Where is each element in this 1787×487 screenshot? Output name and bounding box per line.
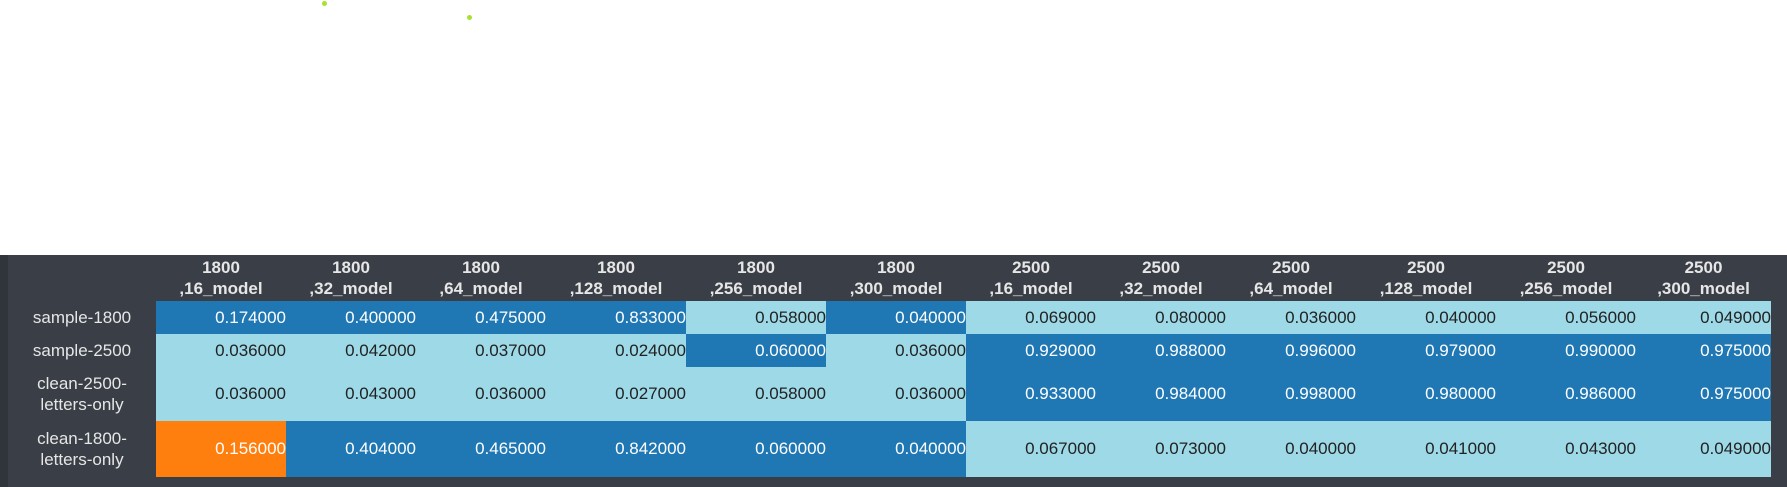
- table-cell[interactable]: 0.986000: [1496, 367, 1636, 421]
- table-cell[interactable]: 0.067000: [966, 421, 1096, 477]
- dataframe-panel: 1800,16_model 1800,32_model 1800,64_mode…: [0, 255, 1787, 487]
- table-cell[interactable]: 0.036000: [156, 334, 286, 367]
- table-cell[interactable]: 0.040000: [1226, 421, 1356, 477]
- column-header[interactable]: 2500,300_model: [1636, 255, 1771, 301]
- table-cell[interactable]: 0.037000: [416, 334, 546, 367]
- table-cell[interactable]: 0.043000: [1496, 421, 1636, 477]
- column-header[interactable]: 1800,300_model: [826, 255, 966, 301]
- table-cell[interactable]: 0.404000: [286, 421, 416, 477]
- table-cell[interactable]: 0.080000: [1096, 301, 1226, 334]
- column-header[interactable]: 1800,16_model: [156, 255, 286, 301]
- column-header[interactable]: 2500,128_model: [1356, 255, 1496, 301]
- table-cell[interactable]: 0.975000: [1636, 334, 1771, 367]
- column-header[interactable]: 2500,256_model: [1496, 255, 1636, 301]
- table-cell[interactable]: 0.060000: [686, 421, 826, 477]
- table-cell[interactable]: 0.049000: [1636, 301, 1771, 334]
- table-cell[interactable]: 0.975000: [1636, 367, 1771, 421]
- results-table: 1800,16_model 1800,32_model 1800,64_mode…: [8, 255, 1771, 477]
- table-cell[interactable]: 0.027000: [546, 367, 686, 421]
- table-cell[interactable]: 0.984000: [1096, 367, 1226, 421]
- table-cell[interactable]: 0.833000: [546, 301, 686, 334]
- table-gutter: [0, 255, 8, 487]
- column-header[interactable]: 1800,128_model: [546, 255, 686, 301]
- table-cell[interactable]: 0.043000: [286, 367, 416, 421]
- row-header: sample-1800: [8, 301, 156, 334]
- table-cell[interactable]: 0.058000: [686, 301, 826, 334]
- table-cell[interactable]: 0.040000: [826, 421, 966, 477]
- scatter-dot: [467, 15, 472, 20]
- table-cell[interactable]: 0.933000: [966, 367, 1096, 421]
- table-cell[interactable]: 0.400000: [286, 301, 416, 334]
- table-cell[interactable]: 0.996000: [1226, 334, 1356, 367]
- table-row: sample-2500 0.036000 0.042000 0.037000 0…: [8, 334, 1771, 367]
- header-row: 1800,16_model 1800,32_model 1800,64_mode…: [8, 255, 1771, 301]
- table-cell[interactable]: 0.475000: [416, 301, 546, 334]
- table-cell[interactable]: 0.036000: [416, 367, 546, 421]
- table-cell[interactable]: 0.174000: [156, 301, 286, 334]
- column-header[interactable]: 2500,64_model: [1226, 255, 1356, 301]
- table-cell[interactable]: 0.042000: [286, 334, 416, 367]
- column-header[interactable]: 2500,32_model: [1096, 255, 1226, 301]
- table-cell[interactable]: 0.842000: [546, 421, 686, 477]
- table-cell[interactable]: 0.036000: [826, 367, 966, 421]
- table-cell[interactable]: 0.060000: [686, 334, 826, 367]
- table-cell[interactable]: 0.040000: [1356, 301, 1496, 334]
- table-cell[interactable]: 0.056000: [1496, 301, 1636, 334]
- table-cell[interactable]: 0.024000: [546, 334, 686, 367]
- table-cell[interactable]: 0.979000: [1356, 334, 1496, 367]
- table-cell[interactable]: 0.058000: [686, 367, 826, 421]
- column-header[interactable]: 1800,64_model: [416, 255, 546, 301]
- index-header: [8, 255, 156, 301]
- table-cell[interactable]: 0.988000: [1096, 334, 1226, 367]
- table-cell[interactable]: 0.036000: [1226, 301, 1356, 334]
- table-cell[interactable]: 0.929000: [966, 334, 1096, 367]
- table-cell[interactable]: 0.073000: [1096, 421, 1226, 477]
- table-row: clean-1800- letters-only 0.156000 0.40400…: [8, 421, 1771, 477]
- table-row: sample-1800 0.174000 0.400000 0.475000 0…: [8, 301, 1771, 334]
- column-header[interactable]: 1800,32_model: [286, 255, 416, 301]
- table-cell[interactable]: 0.156000: [156, 421, 286, 477]
- column-header[interactable]: 1800,256_model: [686, 255, 826, 301]
- row-header: clean-2500- letters-only: [8, 367, 156, 421]
- table-cell[interactable]: 0.998000: [1226, 367, 1356, 421]
- row-header: clean-1800- letters-only: [8, 421, 156, 477]
- table-cell[interactable]: 0.069000: [966, 301, 1096, 334]
- row-header: sample-2500: [8, 334, 156, 367]
- table-cell[interactable]: 0.980000: [1356, 367, 1496, 421]
- table-row: clean-2500- letters-only 0.036000 0.04300…: [8, 367, 1771, 421]
- table-cell[interactable]: 0.990000: [1496, 334, 1636, 367]
- table-cell[interactable]: 0.040000: [826, 301, 966, 334]
- scatter-dot: [322, 1, 327, 6]
- table-cell[interactable]: 0.036000: [826, 334, 966, 367]
- table-cell[interactable]: 0.465000: [416, 421, 546, 477]
- table-cell[interactable]: 0.036000: [156, 367, 286, 421]
- column-header[interactable]: 2500,16_model: [966, 255, 1096, 301]
- table-cell[interactable]: 0.041000: [1356, 421, 1496, 477]
- table-cell[interactable]: 0.049000: [1636, 421, 1771, 477]
